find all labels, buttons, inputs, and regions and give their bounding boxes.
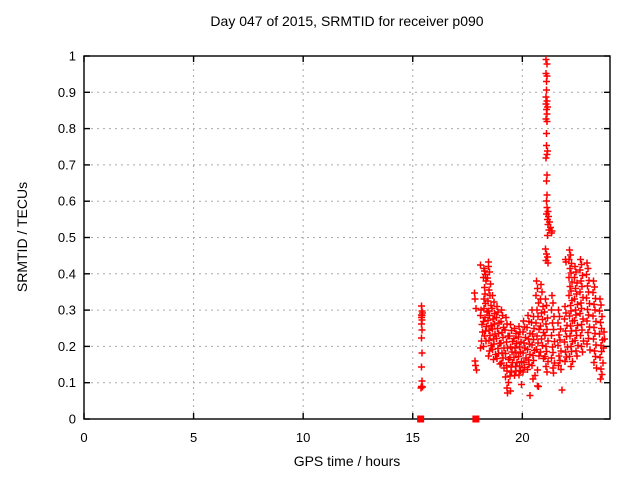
x-axis-title: GPS time / hours — [293, 453, 401, 469]
y-tick-label: 0.1 — [58, 375, 76, 390]
y-tick-label: 0.4 — [58, 266, 76, 281]
y-tick-label: 0.5 — [58, 230, 76, 245]
y-tick-label: 0.3 — [58, 303, 76, 318]
chart-title: Day 047 of 2015, SRMTID for receiver p09… — [210, 13, 484, 29]
x-tick-label: 5 — [190, 430, 197, 445]
y-axis-title: SRMTID / TECUs — [14, 181, 30, 293]
y-tick-label: 0.9 — [58, 85, 76, 100]
y-tick-label: 0.8 — [58, 121, 76, 136]
x-tick-label: 20 — [515, 430, 529, 445]
zero-marker-square — [417, 415, 425, 423]
y-tick-label: 0 — [69, 412, 76, 427]
x-tick-label: 10 — [296, 430, 310, 445]
data-points — [417, 56, 608, 399]
y-tick-label: 1 — [69, 49, 76, 64]
y-tick-label: 0.7 — [58, 157, 76, 172]
x-tick-label: 15 — [406, 430, 420, 445]
x-tick-label: 0 — [80, 430, 87, 445]
zero-marker-square — [472, 415, 480, 423]
y-tick-label: 0.6 — [58, 194, 76, 209]
y-tick-label: 0.2 — [58, 339, 76, 354]
